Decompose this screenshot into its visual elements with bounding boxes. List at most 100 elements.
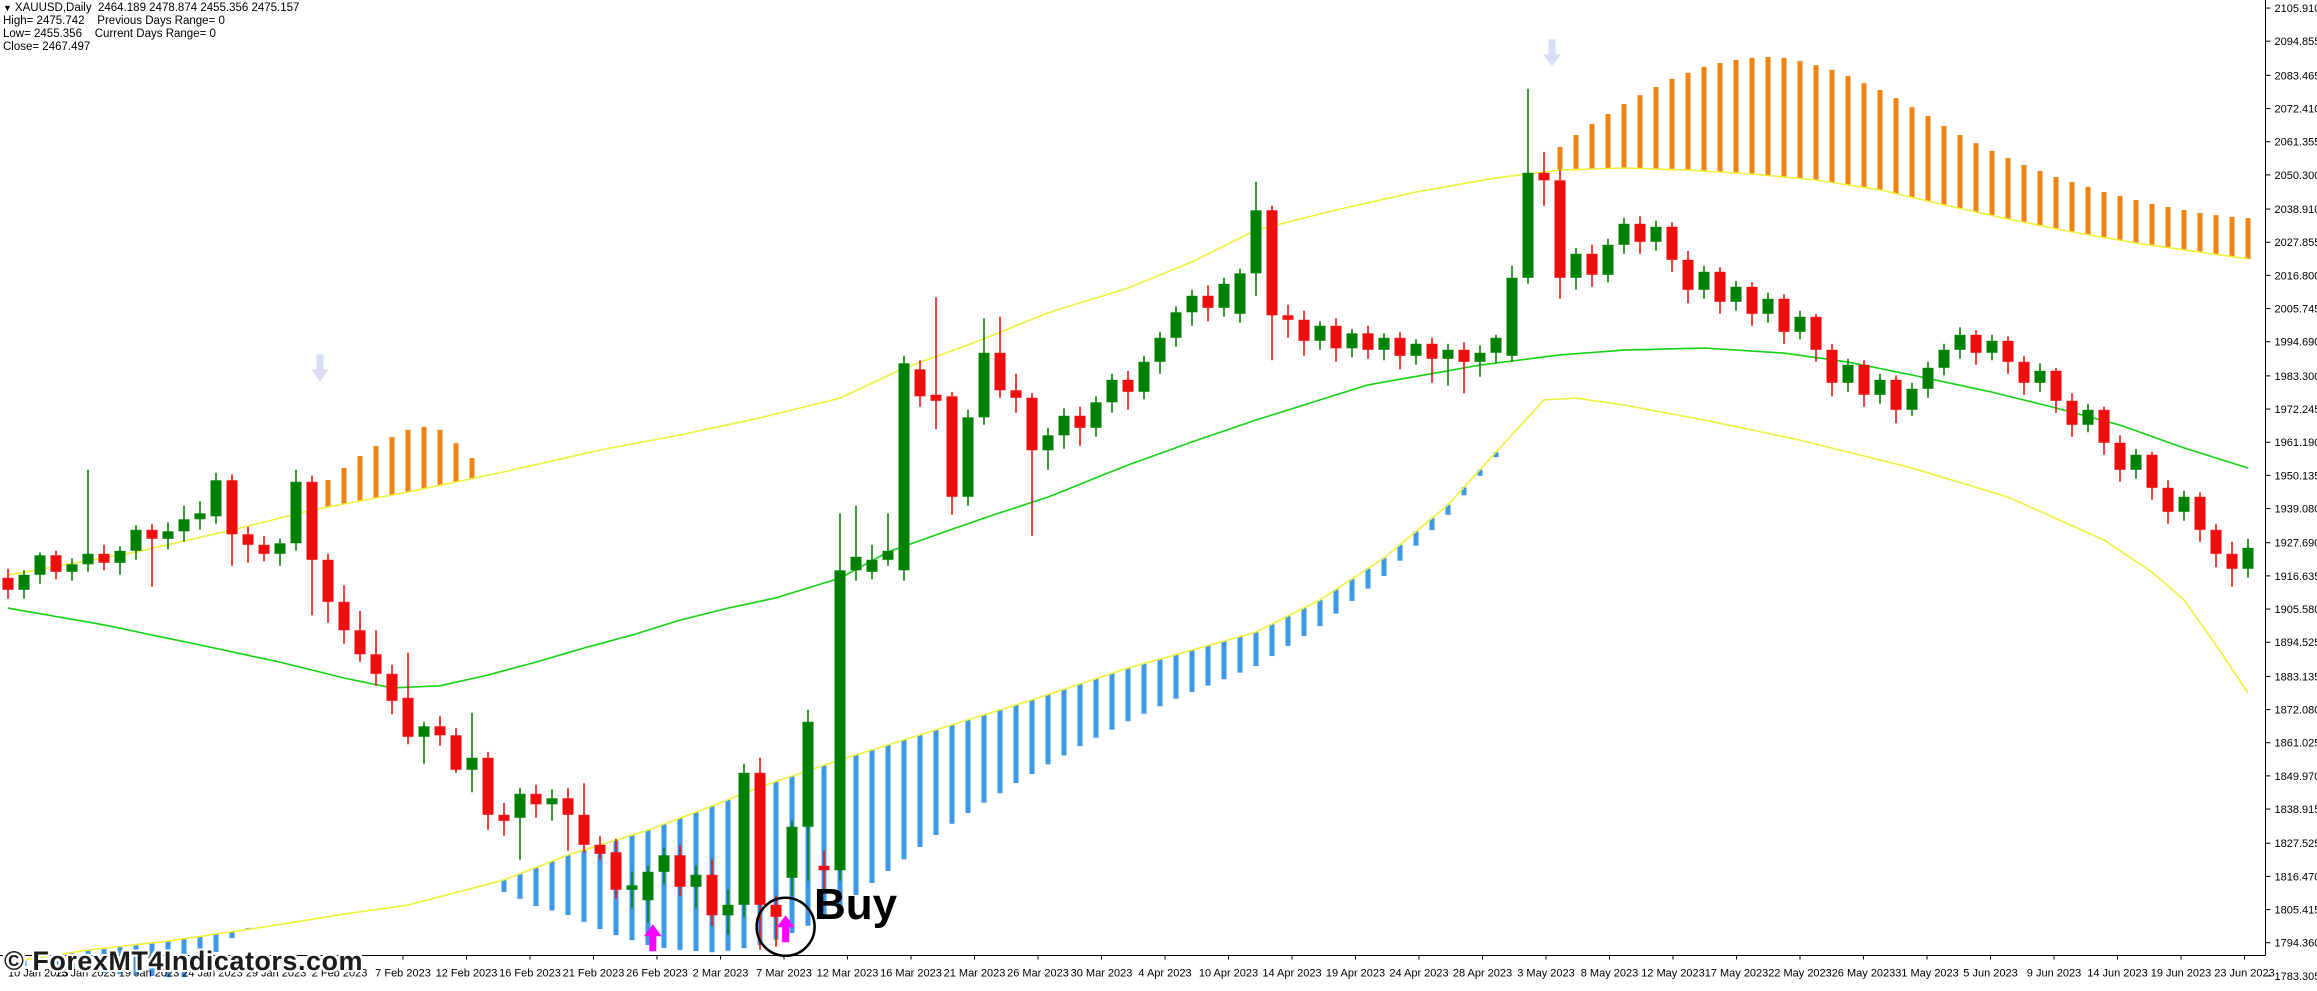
price-axis-label[interactable]: 1927.690 <box>2275 538 2317 550</box>
date-axis-label[interactable]: 9 Jun 2023 <box>2027 968 2081 980</box>
candle-body <box>1746 286 1758 314</box>
price-axis-label[interactable]: 2027.855 <box>2275 237 2317 249</box>
candle-body <box>1442 349 1454 359</box>
price-axis-label[interactable]: 1872.080 <box>2275 705 2317 717</box>
candle-body <box>1266 210 1278 316</box>
date-axis-label[interactable]: 19 Jun 2023 <box>2151 968 2212 980</box>
date-axis-label[interactable]: 30 Mar 2023 <box>1071 968 1133 980</box>
price-axis-label[interactable]: 1905.580 <box>2275 604 2317 616</box>
price-axis-label[interactable]: 2016.800 <box>2275 270 2317 282</box>
date-axis-label[interactable]: 21 Mar 2023 <box>944 968 1006 980</box>
candle-body <box>466 757 478 770</box>
price-axis-label[interactable]: 1838.915 <box>2275 804 2317 816</box>
price-axis-label[interactable]: 1861.025 <box>2275 738 2317 750</box>
date-axis-label[interactable]: 26 Feb 2023 <box>626 968 688 980</box>
price-axis-label[interactable]: 1950.135 <box>2275 470 2317 482</box>
candle-body <box>530 793 542 805</box>
date-axis-label[interactable]: 12 May 2023 <box>1641 968 1705 980</box>
candle-body <box>434 726 446 736</box>
date-axis-label[interactable]: 3 May 2023 <box>1517 968 1574 980</box>
candle-body <box>1650 226 1662 242</box>
date-axis-label[interactable]: 4 Apr 2023 <box>1138 968 1191 980</box>
date-axis-label[interactable]: 24 Apr 2023 <box>1389 968 1448 980</box>
price-axis-label[interactable]: 1794.360 <box>2275 938 2317 950</box>
symbol-dropdown-icon[interactable]: ▼ <box>3 3 12 13</box>
price-axis-label[interactable]: 1994.690 <box>2275 337 2317 349</box>
price-axis-label[interactable]: 2094.855 <box>2275 36 2317 48</box>
price-axis-label[interactable]: 2038.910 <box>2275 204 2317 216</box>
date-axis-label[interactable]: 10 Apr 2023 <box>1199 968 1258 980</box>
price-axis-label[interactable]: 1961.190 <box>2275 437 2317 449</box>
date-axis-label[interactable]: 8 May 2023 <box>1581 968 1638 980</box>
date-axis-label[interactable]: 5 Jun 2023 <box>1963 968 2017 980</box>
price-axis-label[interactable]: 1972.245 <box>2275 404 2317 416</box>
date-axis-label[interactable]: 16 Mar 2023 <box>880 968 942 980</box>
date-axis-label[interactable]: 14 Jun 2023 <box>2087 968 2148 980</box>
date-axis-label[interactable]: 19 Jan 2023 <box>119 968 180 980</box>
price-axis-label[interactable]: 1816.470 <box>2275 871 2317 883</box>
date-axis-label[interactable]: 15 Jan 2023 <box>55 968 116 980</box>
candle-body <box>290 481 302 544</box>
candle-body <box>1890 379 1902 410</box>
price-axis-label[interactable]: 1894.525 <box>2275 637 2317 649</box>
candle-body <box>1122 379 1134 392</box>
candle-body <box>594 844 606 854</box>
price-axis-label[interactable]: 1916.635 <box>2275 571 2317 583</box>
date-axis-label[interactable]: 23 Jun 2023 <box>2214 968 2275 980</box>
candle-body <box>1522 172 1534 278</box>
date-axis-label[interactable]: 17 May 2023 <box>1705 968 1769 980</box>
date-axis-label[interactable]: 14 Apr 2023 <box>1262 968 1321 980</box>
candle-body <box>1378 337 1390 350</box>
date-axis-label[interactable]: 24 Jan 2023 <box>182 968 243 980</box>
price-axis-label[interactable]: 1983.300 <box>2275 371 2317 383</box>
candle-body <box>306 481 318 560</box>
date-axis-label[interactable]: 19 Apr 2023 <box>1326 968 1385 980</box>
price-axis-label[interactable]: 2083.465 <box>2275 70 2317 82</box>
date-axis-label[interactable]: 2 Feb 2023 <box>312 968 368 980</box>
price-axis-label[interactable]: 1883.135 <box>2275 671 2317 683</box>
candle-body <box>2082 409 2094 425</box>
price-axis-label[interactable]: 1783.305 <box>2275 971 2317 983</box>
candle-body <box>1298 319 1310 341</box>
candle-body <box>738 772 750 905</box>
price-axis-label[interactable]: 2005.745 <box>2275 304 2317 316</box>
candle-body <box>1666 226 1678 260</box>
candle-body <box>1010 390 1022 398</box>
candle-body <box>1394 337 1406 356</box>
candle-body <box>34 555 46 575</box>
candle-body <box>2018 361 2030 383</box>
date-axis-label[interactable]: 12 Mar 2023 <box>817 968 879 980</box>
price-axis-label[interactable]: 1849.970 <box>2275 771 2317 783</box>
candle-body <box>1938 349 1950 368</box>
date-axis-label[interactable]: 28 Apr 2023 <box>1453 968 1512 980</box>
date-axis-label[interactable]: 7 Mar 2023 <box>756 968 812 980</box>
price-axis-label[interactable]: 1939.080 <box>2275 504 2317 516</box>
date-axis-label[interactable]: 26 Mar 2023 <box>1007 968 1069 980</box>
date-axis-label[interactable]: 10 Jan 2023 <box>8 968 69 980</box>
candle-body <box>690 874 702 887</box>
price-axis-label[interactable]: 2072.410 <box>2275 104 2317 116</box>
date-axis-label[interactable]: 29 Jan 2023 <box>246 968 307 980</box>
price-axis-label[interactable]: 1805.415 <box>2275 905 2317 917</box>
price-axis-label[interactable]: 2061.355 <box>2275 137 2317 149</box>
date-axis-label[interactable]: 26 May 2023 <box>1832 968 1896 980</box>
price-axis-label[interactable]: 2050.300 <box>2275 170 2317 182</box>
candle-body <box>1346 333 1358 349</box>
candle-body <box>1234 273 1246 314</box>
date-axis-label[interactable]: 2 Mar 2023 <box>693 968 749 980</box>
date-axis-label[interactable]: 12 Feb 2023 <box>436 968 498 980</box>
candle-body <box>754 772 766 905</box>
candle-body <box>946 396 958 497</box>
date-axis-label[interactable]: 7 Feb 2023 <box>375 968 431 980</box>
price-axis-label[interactable]: 1827.525 <box>2275 838 2317 850</box>
price-axis-label[interactable]: 2105.910 <box>2275 3 2317 15</box>
date-axis-label[interactable]: 22 May 2023 <box>1768 968 1832 980</box>
date-axis-label[interactable]: 21 Feb 2023 <box>563 968 625 980</box>
candle-body <box>1058 415 1070 436</box>
candle-body <box>850 556 862 571</box>
candle-body <box>1506 277 1518 356</box>
date-axis-label[interactable]: 16 Feb 2023 <box>499 968 561 980</box>
date-axis-label[interactable]: 31 May 2023 <box>1895 968 1959 980</box>
candle-body <box>1490 337 1502 353</box>
